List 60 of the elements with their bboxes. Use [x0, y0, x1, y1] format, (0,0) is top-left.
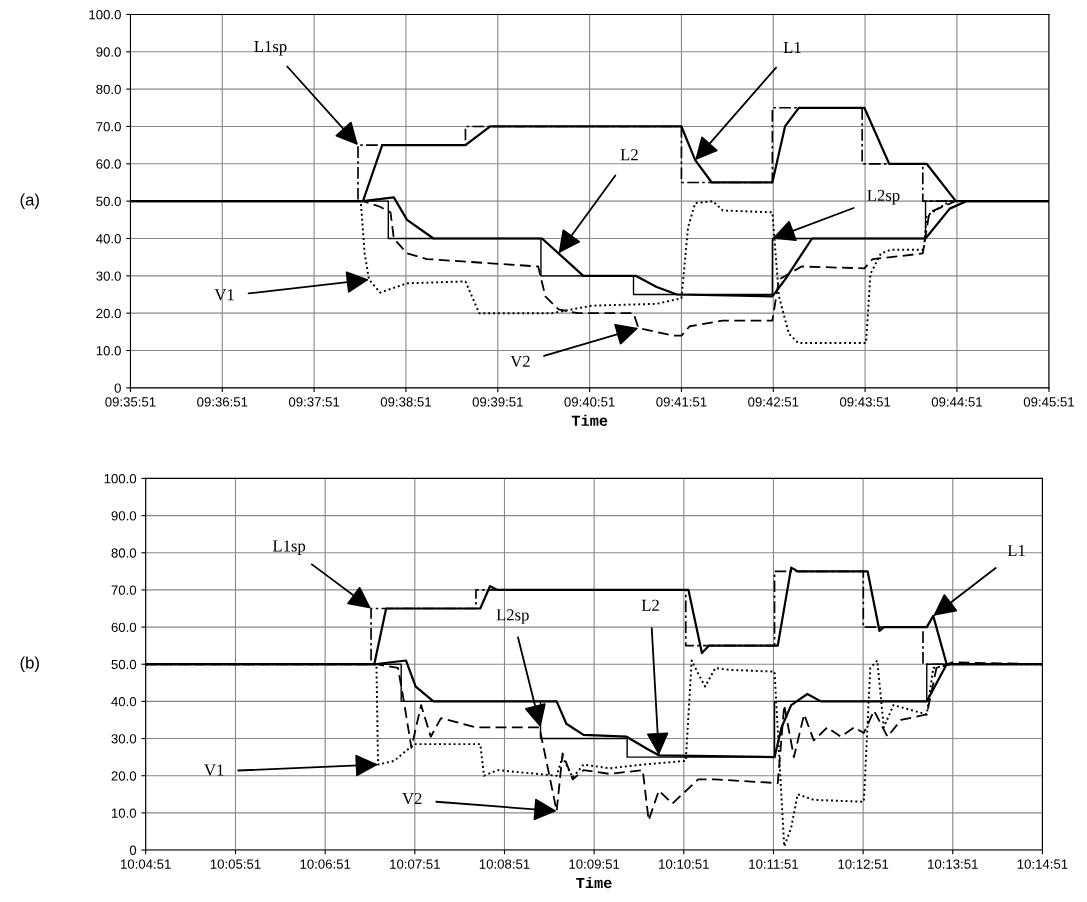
- annotation: L2: [620, 149, 638, 161]
- y-tick-label: 80.0: [111, 548, 137, 558]
- y-tick-label: 50.0: [96, 196, 121, 207]
- y-tick-label: 10.0: [96, 346, 121, 356]
- y-tick-label: 30.0: [96, 271, 121, 281]
- y-tick-label: 0: [129, 845, 137, 855]
- x-tick-label: 09:44:51: [931, 397, 982, 407]
- x-tick-label: 09:39:51: [472, 397, 523, 407]
- x-tick-label: 09:40:51: [564, 397, 615, 407]
- y-tick-label: 10.0: [111, 808, 137, 818]
- x-tick-label: 10:08:51: [479, 859, 530, 869]
- x-tick-label: 09:36:51: [197, 397, 248, 407]
- y-tick-label: 40.0: [111, 696, 137, 707]
- x-tick-label: 09:42:51: [748, 397, 799, 407]
- x-tick-label: 09:45:51: [1023, 397, 1074, 407]
- x-tick-label: 09:43:51: [839, 397, 891, 407]
- y-tick-label: 0: [114, 383, 121, 393]
- annotation: V1: [204, 764, 224, 776]
- annotation: L1sp: [272, 540, 306, 555]
- annotation: L2: [641, 599, 659, 611]
- y-tick-label: 20.0: [111, 771, 137, 781]
- x-tick-label: 10:11:51: [749, 859, 799, 869]
- x-tick-label: 10:10:51: [659, 859, 709, 869]
- x-tick-label: 10:06:51: [300, 859, 351, 869]
- annotation: L2sp: [496, 609, 529, 624]
- y-tick-label: 90.0: [96, 47, 121, 57]
- x-tick-label: 09:37:51: [288, 397, 340, 407]
- annotation: L1: [783, 41, 801, 53]
- x-tick-label: 10:12:51: [838, 859, 889, 869]
- y-tick-label: 20.0: [96, 308, 121, 319]
- y-tick-label: 70.0: [111, 585, 137, 595]
- y-tick-label: 80.0: [96, 84, 121, 95]
- text: (a): [20, 193, 39, 209]
- annotation: V1: [214, 289, 234, 301]
- annotation: L1: [1007, 545, 1025, 557]
- x-tick-label: 09:38:51: [380, 397, 431, 407]
- y-tick-label: 90.0: [111, 511, 137, 521]
- y-tick-label: 30.0: [111, 734, 137, 744]
- annotation: L2sp: [867, 189, 900, 205]
- y-tick-label: 100.0: [104, 473, 137, 484]
- x-axis-title: Time: [576, 876, 612, 889]
- annotation: V2: [402, 792, 422, 805]
- x-tick-label: 10:04:51: [120, 859, 171, 869]
- x-tick-label: 09:35:51: [105, 397, 156, 407]
- x-tick-label: 10:07:51: [390, 859, 440, 869]
- x-tick-label: 09:41:51: [656, 397, 707, 407]
- x-axis-title: Time: [571, 414, 608, 426]
- x-tick-label: 10:13:51: [928, 859, 978, 869]
- y-tick-label: 100.0: [89, 10, 121, 20]
- annotation: V2: [510, 355, 530, 368]
- text: (b): [20, 656, 39, 672]
- y-tick-label: 70.0: [96, 122, 121, 132]
- y-tick-label: 60.0: [96, 159, 121, 169]
- y-tick-label: 50.0: [111, 659, 137, 670]
- x-tick-label: 10:09:51: [569, 859, 620, 869]
- y-tick-label: 40.0: [96, 234, 121, 244]
- y-tick-label: 60.0: [111, 622, 137, 632]
- annotation: L1sp: [254, 40, 287, 56]
- x-tick-label: 10:14:51: [1017, 859, 1068, 869]
- x-tick-label: 10:05:51: [210, 859, 261, 869]
